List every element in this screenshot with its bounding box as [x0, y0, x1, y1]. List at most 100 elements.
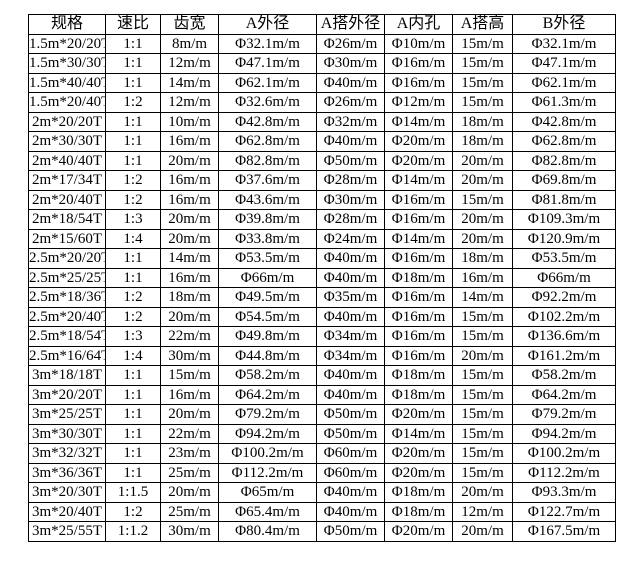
table-row: 3m*25/25T 1:1 20m/m Φ79.2m/m Φ50m/m Φ20m/m 15m…	[28, 404, 616, 425]
cell-b-outer-diameter: Φ66m/m	[512, 267, 616, 288]
cell-a-hub-height: 20m/m	[452, 345, 513, 366]
cell-tooth-width: 20m/m	[160, 404, 219, 425]
cell-a-outer-diameter: Φ62.1m/m	[218, 72, 317, 93]
cell-a-bore: Φ20m/m	[384, 150, 453, 171]
cell-a-hub-outer-diameter: Φ34m/m	[316, 326, 385, 347]
cell-a-bore: Φ20m/m	[384, 131, 453, 152]
cell-spec: 2.5m*18/54T	[28, 326, 106, 347]
cell-a-bore: Φ16m/m	[384, 209, 453, 230]
cell-speed-ratio: 1:2	[105, 92, 161, 113]
cell-b-outer-diameter: Φ58.2m/m	[512, 365, 616, 386]
cell-spec: 1.5m*20/40T	[28, 92, 106, 113]
cell-a-bore: Φ18m/m	[384, 365, 453, 386]
cell-b-outer-diameter: Φ122.7m/m	[512, 501, 616, 522]
table-row: 2.5m*25/25T 1:1 16m/m Φ66m/m Φ40m/m Φ18m/m 16m…	[28, 267, 616, 288]
cell-speed-ratio: 1:4	[105, 228, 161, 249]
table-row: 2.5m*20/40T 1:2 20m/m Φ54.5m/m Φ40m/m Φ16m/m 1…	[28, 306, 616, 327]
cell-a-hub-height: 15m/m	[452, 443, 513, 464]
table-row: 2.5m*18/36T 1:2 18m/m Φ49.5m/m Φ35m/m Φ16m/m 1…	[28, 287, 616, 308]
cell-a-bore: Φ16m/m	[384, 189, 453, 210]
header-a-hub-height: A搭高	[452, 14, 513, 35]
header-spec: 规格	[28, 14, 106, 35]
cell-tooth-width: 16m/m	[160, 189, 219, 210]
cell-speed-ratio: 1:1	[105, 111, 161, 132]
header-speed-ratio: 速比	[105, 14, 161, 35]
cell-a-outer-diameter: Φ37.6m/m	[218, 170, 317, 191]
cell-a-outer-diameter: Φ49.8m/m	[218, 326, 317, 347]
cell-a-hub-height: 20m/m	[452, 228, 513, 249]
cell-a-bore: Φ18m/m	[384, 267, 453, 288]
cell-spec: 2m*15/60T	[28, 228, 106, 249]
cell-a-bore: Φ16m/m	[384, 248, 453, 269]
cell-a-bore: Φ20m/m	[384, 521, 453, 542]
cell-b-outer-diameter: Φ42.8m/m	[512, 111, 616, 132]
cell-speed-ratio: 1:2	[105, 189, 161, 210]
cell-speed-ratio: 1:1	[105, 365, 161, 386]
cell-a-outer-diameter: Φ79.2m/m	[218, 404, 317, 425]
cell-a-bore: Φ14m/m	[384, 111, 453, 132]
cell-a-outer-diameter: Φ54.5m/m	[218, 306, 317, 327]
cell-speed-ratio: 1:1	[105, 150, 161, 171]
cell-tooth-width: 25m/m	[160, 462, 219, 483]
cell-b-outer-diameter: Φ62.1m/m	[512, 72, 616, 93]
table-row: 2m*20/20T 1:1 10m/m Φ42.8m/m Φ32m/m Φ14m/m 18m…	[28, 111, 616, 132]
cell-a-hub-height: 15m/m	[452, 462, 513, 483]
cell-tooth-width: 16m/m	[160, 131, 219, 152]
cell-spec: 3m*32/32T	[28, 443, 106, 464]
cell-b-outer-diameter: Φ120.9m/m	[512, 228, 616, 249]
cell-a-hub-outer-diameter: Φ35m/m	[316, 287, 385, 308]
cell-a-hub-height: 20m/m	[452, 209, 513, 230]
cell-speed-ratio: 1:2	[105, 306, 161, 327]
cell-b-outer-diameter: Φ69.8m/m	[512, 170, 616, 191]
cell-a-hub-outer-diameter: Φ40m/m	[316, 482, 385, 503]
cell-speed-ratio: 1:2	[105, 287, 161, 308]
cell-a-outer-diameter: Φ65m/m	[218, 482, 317, 503]
cell-b-outer-diameter: Φ92.2m/m	[512, 287, 616, 308]
cell-b-outer-diameter: Φ82.8m/m	[512, 150, 616, 171]
cell-a-bore: Φ16m/m	[384, 287, 453, 308]
cell-tooth-width: 16m/m	[160, 267, 219, 288]
table-row: 1.5m*20/20T 1:1 8m/m Φ32.1m/m Φ26m/m Φ10m/m 15…	[28, 33, 616, 54]
cell-spec: 2m*20/20T	[28, 111, 106, 132]
cell-tooth-width: 20m/m	[160, 209, 219, 230]
header-a-bore: A内孔	[384, 14, 453, 35]
cell-a-hub-outer-diameter: Φ40m/m	[316, 72, 385, 93]
cell-speed-ratio: 1:1	[105, 423, 161, 444]
cell-speed-ratio: 1:1	[105, 267, 161, 288]
cell-speed-ratio: 1:1.2	[105, 521, 161, 542]
cell-a-bore: Φ14m/m	[384, 423, 453, 444]
cell-a-bore: Φ16m/m	[384, 345, 453, 366]
cell-a-bore: Φ18m/m	[384, 501, 453, 522]
cell-spec: 2.5m*16/64T	[28, 345, 106, 366]
cell-a-outer-diameter: Φ100.2m/m	[218, 443, 317, 464]
table-row: 1.5m*40/40T 1:1 14m/m Φ62.1m/m Φ40m/m Φ16m/m 1…	[28, 72, 616, 93]
cell-a-outer-diameter: Φ44.8m/m	[218, 345, 317, 366]
table-row: 2m*18/54T 1:3 20m/m Φ39.8m/m Φ28m/m Φ16m/m 20m…	[28, 209, 616, 230]
cell-a-hub-height: 15m/m	[452, 33, 513, 54]
table-row: 3m*18/18T 1:1 15m/m Φ58.2m/m Φ40m/m Φ18m/m 15m…	[28, 365, 616, 386]
cell-a-hub-height: 18m/m	[452, 248, 513, 269]
cell-a-bore: Φ14m/m	[384, 170, 453, 191]
header-a-outer-diameter: A外径	[218, 14, 317, 35]
cell-speed-ratio: 1:3	[105, 326, 161, 347]
cell-a-hub-outer-diameter: Φ34m/m	[316, 345, 385, 366]
cell-a-bore: Φ12m/m	[384, 92, 453, 113]
cell-a-hub-outer-diameter: Φ26m/m	[316, 92, 385, 113]
cell-a-hub-height: 20m/m	[452, 170, 513, 191]
cell-b-outer-diameter: Φ64.2m/m	[512, 384, 616, 405]
cell-a-outer-diameter: Φ66m/m	[218, 267, 317, 288]
cell-b-outer-diameter: Φ167.5m/m	[512, 521, 616, 542]
cell-b-outer-diameter: Φ79.2m/m	[512, 404, 616, 425]
cell-a-hub-outer-diameter: Φ40m/m	[316, 384, 385, 405]
header-tooth-width: 齿宽	[160, 14, 219, 35]
cell-a-hub-outer-diameter: Φ30m/m	[316, 53, 385, 74]
cell-a-hub-height: 20m/m	[452, 521, 513, 542]
cell-b-outer-diameter: Φ47.1m/m	[512, 53, 616, 74]
cell-spec: 3m*25/25T	[28, 404, 106, 425]
cell-tooth-width: 14m/m	[160, 72, 219, 93]
cell-a-outer-diameter: Φ112.2m/m	[218, 462, 317, 483]
cell-a-hub-height: 15m/m	[452, 53, 513, 74]
cell-a-hub-height: 15m/m	[452, 404, 513, 425]
cell-a-hub-outer-diameter: Φ28m/m	[316, 170, 385, 191]
cell-a-bore: Φ18m/m	[384, 384, 453, 405]
